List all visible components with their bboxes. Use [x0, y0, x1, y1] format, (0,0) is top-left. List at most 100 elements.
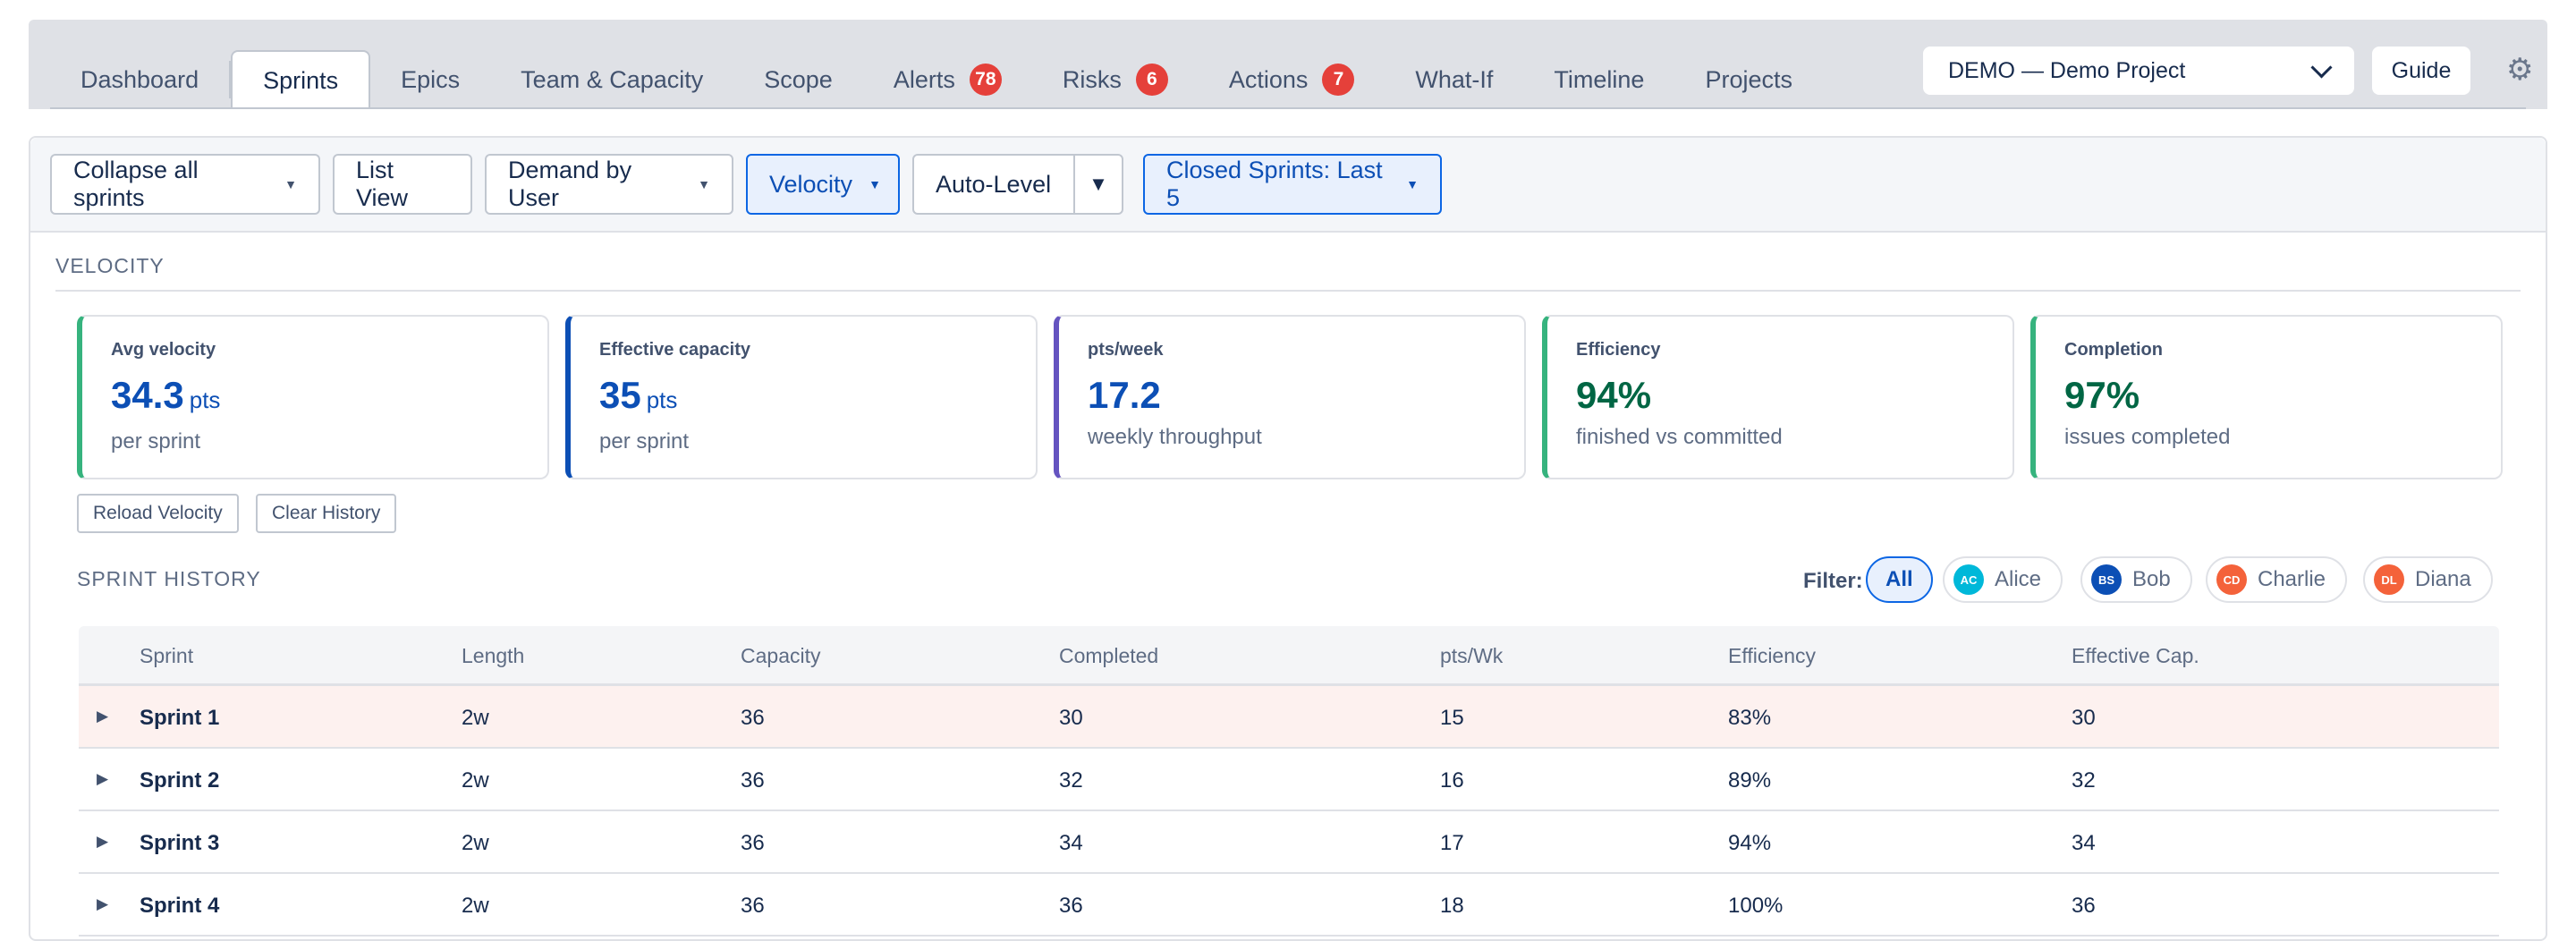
tab-timeline[interactable]: Timeline: [1523, 50, 1674, 109]
column-header-completed: Completed: [1059, 644, 1159, 667]
tab-scope[interactable]: Scope: [733, 50, 863, 109]
card-value: 34.3: [111, 374, 184, 416]
card-sub: issues completed: [2064, 425, 2231, 449]
auto-level-menu-toggle[interactable]: ▼: [1073, 154, 1123, 215]
sprint-length: 2w: [462, 894, 489, 918]
expand-triangle-icon[interactable]: ▶: [97, 895, 109, 912]
sprint-efficiency: 83%: [1728, 706, 1772, 730]
table-row[interactable]: ▶ Sprint 1 2w 36 30 15 83% 30: [79, 686, 2499, 749]
filter-chip-label: Alice: [1995, 567, 2042, 591]
sprint-completed: 34: [1059, 831, 1083, 855]
tab-risks[interactable]: Risks 6: [1032, 50, 1199, 109]
velocity-dropdown[interactable]: Velocity ▼: [746, 154, 900, 215]
tab-label: Timeline: [1554, 65, 1645, 93]
guide-button[interactable]: Guide: [2372, 47, 2470, 95]
card-value: 97%: [2064, 374, 2140, 416]
expand-triangle-icon[interactable]: ▶: [97, 833, 109, 850]
tab-epics[interactable]: Epics: [370, 50, 490, 109]
sprint-completed: 30: [1059, 706, 1083, 730]
card-value-line: 17.2: [1088, 375, 1524, 416]
tab-label: Dashboard: [80, 65, 199, 93]
card-label: pts/week: [1088, 340, 1164, 360]
collapse-all-label: Collapse all sprints: [73, 157, 199, 211]
expand-triangle-icon[interactable]: ▶: [97, 770, 109, 787]
top-navigation-bar: Dashboard Sprints Epics Team & Capacity …: [29, 20, 2547, 109]
velocity-section-title: VELOCITY: [55, 254, 165, 277]
tab-divider: [229, 61, 232, 98]
demand-by-user-dropdown[interactable]: Demand by User ▼: [485, 154, 733, 215]
avatar: BS: [2091, 564, 2122, 595]
filter-chip-label: Diana: [2415, 567, 2471, 591]
table-row[interactable]: ▶ Sprint 2 2w 36 32 16 89% 32: [79, 749, 2499, 811]
tab-projects[interactable]: Projects: [1674, 50, 1823, 109]
caret-down-icon: ▼: [284, 177, 297, 191]
sprint-pts-wk: 17: [1440, 831, 1464, 855]
sprint-efficiency: 94%: [1728, 831, 1772, 855]
sprint-pts-wk: 15: [1440, 706, 1464, 730]
clear-history-button[interactable]: Clear History: [256, 494, 397, 533]
project-select[interactable]: DEMO — Demo Project: [1923, 47, 2354, 95]
tab-alerts[interactable]: Alerts 78: [863, 50, 1032, 109]
gear-icon[interactable]: ⚙: [2506, 53, 2534, 87]
filter-chip-alice[interactable]: AC Alice: [1943, 556, 2063, 603]
card-value: 94%: [1576, 374, 1652, 416]
avatar: DL: [2374, 564, 2404, 595]
filter-chip-charlie[interactable]: CD Charlie: [2206, 556, 2348, 603]
collapse-all-sprints-dropdown[interactable]: Collapse all sprints ▼: [50, 154, 320, 215]
tab-actions[interactable]: Actions 7: [1199, 50, 1385, 109]
table-row[interactable]: ▶ Sprint 4 2w 36 36 18 100% 36: [79, 874, 2499, 937]
sprint-name: Sprint 3: [140, 831, 220, 855]
reload-velocity-label: Reload Velocity: [93, 503, 223, 523]
expand-triangle-icon[interactable]: ▶: [97, 708, 109, 725]
tab-label: What-If: [1415, 65, 1494, 93]
card-value-line: 35 pts: [599, 375, 1036, 420]
sprint-history-table: Sprint Length Capacity Completed pts/Wk …: [79, 626, 2499, 937]
card-value-line: 94%: [1576, 375, 2012, 416]
sprint-efficiency: 100%: [1728, 894, 1784, 918]
tab-sprints[interactable]: Sprints: [231, 50, 371, 109]
card-value-line: 34.3 pts: [111, 375, 547, 420]
pts-per-week-card: pts/week 17.2 weekly throughput: [1054, 315, 1526, 479]
list-view-button[interactable]: List View: [333, 154, 472, 215]
sprint-capacity: 36: [741, 894, 765, 918]
chevron-down-icon: [2310, 55, 2333, 79]
card-label: Effective capacity: [599, 340, 750, 360]
filter-label: Filter:: [1803, 569, 1863, 593]
closed-sprints-dropdown[interactable]: Closed Sprints: Last 5 ▼: [1143, 154, 1442, 215]
reload-velocity-button[interactable]: Reload Velocity: [77, 494, 239, 533]
tab-what-if[interactable]: What-If: [1385, 50, 1523, 109]
list-view-label: List View: [356, 157, 409, 211]
sprint-completed: 36: [1059, 894, 1083, 918]
alerts-count-badge: 78: [969, 64, 1002, 96]
triangle-down-icon: ▼: [1089, 173, 1108, 195]
tab-label: Alerts: [893, 65, 955, 93]
sprint-name: Sprint 1: [140, 706, 220, 730]
tab-dashboard[interactable]: Dashboard: [50, 50, 229, 109]
sprint-capacity: 36: [741, 706, 765, 730]
caret-down-icon: ▼: [869, 177, 881, 191]
sprint-completed: 32: [1059, 768, 1083, 793]
demand-by-user-label: Demand by User: [508, 157, 632, 211]
caret-down-icon: ▼: [1406, 177, 1419, 191]
table-row[interactable]: ▶ Sprint 3 2w 36 34 17 94% 34: [79, 811, 2499, 874]
sprint-name: Sprint 4: [140, 894, 220, 918]
main-tabs: Dashboard Sprints Epics Team & Capacity …: [50, 50, 1823, 109]
sprints-toolbar: Collapse all sprints ▼ List View Demand b…: [30, 138, 2546, 233]
sprint-capacity: 36: [741, 768, 765, 793]
column-header-capacity: Capacity: [741, 644, 821, 667]
column-header-effective-cap: Effective Cap.: [2072, 644, 2199, 667]
tab-label: Projects: [1705, 65, 1792, 93]
sprints-panel: Collapse all sprints ▼ List View Demand b…: [29, 136, 2547, 941]
auto-level-button[interactable]: Auto-Level: [912, 154, 1075, 215]
filter-chip-bob[interactable]: BS Bob: [2080, 556, 2192, 603]
tab-team-capacity[interactable]: Team & Capacity: [490, 50, 733, 109]
filter-chip-all[interactable]: All: [1866, 556, 1933, 603]
card-value: 17.2: [1088, 374, 1161, 416]
efficiency-card: Efficiency 94% finished vs committed: [1542, 315, 2014, 479]
filter-chip-diana[interactable]: DL Diana: [2363, 556, 2493, 603]
filter-chip-label: All: [1885, 567, 1913, 591]
sprint-pts-wk: 18: [1440, 894, 1464, 918]
card-sub: finished vs committed: [1576, 425, 1783, 449]
risks-count-badge: 6: [1135, 64, 1168, 96]
sprint-length: 2w: [462, 768, 489, 793]
